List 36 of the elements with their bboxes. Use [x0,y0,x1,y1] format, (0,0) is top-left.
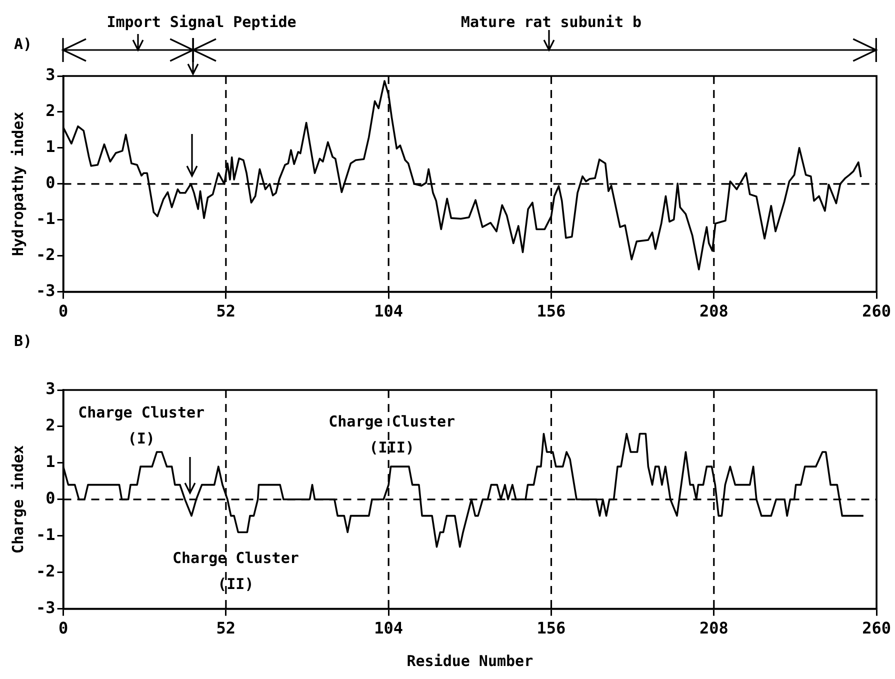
x-tick-label: 156 [536,618,566,638]
y-tick-label: 3 [46,65,56,84]
x-tick-label: 208 [699,618,728,638]
annotation: Charge Cluster (III) [328,412,456,456]
x-tick-label: 104 [374,302,404,321]
x-tick-label: 208 [699,302,728,321]
y-tick-label: 1 [46,452,56,472]
y-tick-label: -2 [36,244,56,264]
x-axis-title: Residue Number [406,652,534,670]
y-tick-label: -3 [36,598,56,617]
text: Import Signal Peptide [106,12,296,31]
x-tick-label: 0 [58,302,68,321]
x-tick-label: 0 [58,618,68,638]
y-axis-title: Hydropathy index [8,112,27,256]
y-tick-label: -2 [36,561,56,580]
x-tick-label: 260 [862,302,892,321]
y-axis-title: Charge index [8,445,27,554]
annotation: Charge Cluster (I) [78,403,205,448]
y-tick-label: 0 [46,488,56,508]
x-tick-label: 260 [862,618,892,638]
y-tick-label: 0 [46,173,56,192]
y-tick-label: 2 [46,416,56,435]
x-tick-label: 156 [536,302,566,321]
chart-title: B) [14,332,32,350]
x-tick-label: 52 [216,618,236,638]
chart-title: A) [14,34,32,53]
text: Mature rat subunit b [460,12,642,31]
annotation: Charge Cluster (II) [172,549,299,594]
y-tick-label: -1 [36,209,56,228]
x-tick-label: 104 [374,618,404,638]
y-tick-label: -3 [36,280,56,300]
y-tick-label: 3 [46,379,56,398]
y-tick-label: 1 [46,137,56,156]
y-tick-label: 2 [46,101,56,120]
x-tick-label: 52 [216,302,236,321]
y-tick-label: -1 [36,525,56,544]
